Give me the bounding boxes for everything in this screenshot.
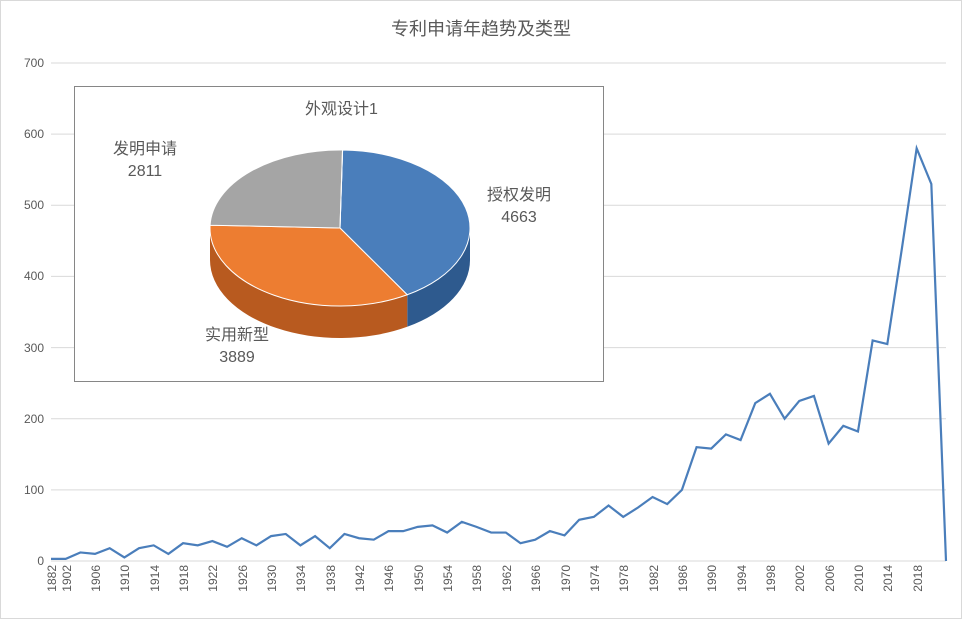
- y-tick-label: 0: [37, 554, 44, 568]
- x-tick-label: 1938: [324, 565, 338, 592]
- x-tick-label: 1990: [705, 565, 719, 592]
- x-tick-label: 1958: [470, 565, 484, 592]
- x-tick-label: 1962: [500, 565, 514, 592]
- x-axis: 1882190219061910191419181922192619301934…: [51, 563, 946, 613]
- x-tick-label: 1950: [412, 565, 426, 592]
- x-tick-label: 1954: [441, 565, 455, 592]
- x-tick-label: 1902: [60, 565, 74, 592]
- y-tick-label: 100: [24, 483, 44, 497]
- pie-slice-top: [210, 150, 342, 228]
- pie-label-bottom: 实用新型3889: [205, 325, 269, 368]
- pie-label-top: 外观设计1: [305, 99, 378, 121]
- x-tick-label: 1934: [294, 565, 308, 592]
- y-tick-label: 700: [24, 56, 44, 70]
- x-tick-label: 1910: [118, 565, 132, 592]
- x-tick-label: 1918: [177, 565, 191, 592]
- y-tick-label: 600: [24, 127, 44, 141]
- x-tick-label: 1922: [206, 565, 220, 592]
- x-tick-label: 1942: [353, 565, 367, 592]
- y-tick-label: 200: [24, 412, 44, 426]
- x-tick-label: 1926: [236, 565, 250, 592]
- pie-inset: 外观设计1 授权发明4663 发明申请2811 实用新型3889: [74, 86, 604, 382]
- pie-chart-svg: [195, 133, 485, 353]
- pie-label-left: 发明申请2811: [113, 139, 177, 182]
- x-tick-label: 1978: [617, 565, 631, 592]
- x-tick-label: 2006: [823, 565, 837, 592]
- x-tick-label: 1986: [676, 565, 690, 592]
- x-tick-label: 1994: [735, 565, 749, 592]
- x-tick-label: 2010: [852, 565, 866, 592]
- x-tick-label: 1906: [89, 565, 103, 592]
- x-tick-label: 2018: [911, 565, 925, 592]
- x-tick-label: 1966: [529, 565, 543, 592]
- y-tick-label: 300: [24, 341, 44, 355]
- y-tick-label: 400: [24, 269, 44, 283]
- x-tick-label: 1974: [588, 565, 602, 592]
- x-tick-label: 2014: [881, 565, 895, 592]
- y-tick-label: 500: [24, 198, 44, 212]
- x-tick-label: 1970: [559, 565, 573, 592]
- chart-title: 专利申请年趋势及类型: [1, 15, 961, 41]
- x-tick-label: 1946: [382, 565, 396, 592]
- x-tick-label: 1930: [265, 565, 279, 592]
- pie-label-right: 授权发明4663: [487, 185, 551, 228]
- x-tick-label: 1914: [148, 565, 162, 592]
- x-tick-label: 1982: [647, 565, 661, 592]
- x-tick-label: 1998: [764, 565, 778, 592]
- x-tick-label: 2002: [793, 565, 807, 592]
- x-tick-label: 1882: [45, 565, 59, 592]
- chart-container: 专利申请年趋势及类型 0100200300400500600700 188219…: [0, 0, 962, 619]
